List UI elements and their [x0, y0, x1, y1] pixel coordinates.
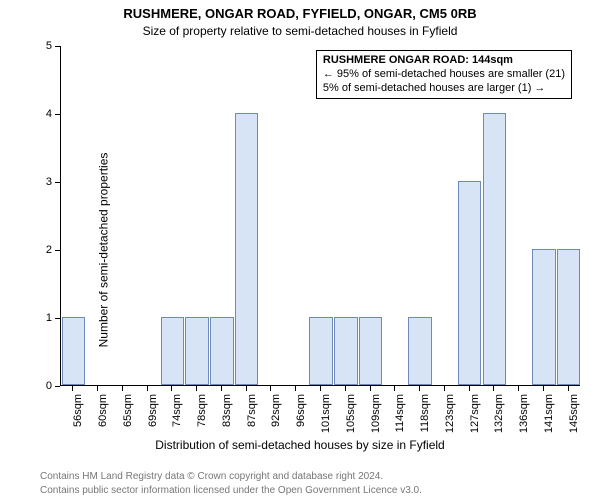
x-tick-label: 92sqm	[270, 394, 282, 494]
x-tick-mark	[246, 386, 247, 391]
x-tick-label: 60sqm	[97, 394, 109, 494]
x-tick-mark	[221, 386, 222, 391]
x-tick-label: 65sqm	[122, 394, 134, 494]
x-tick-label: 69sqm	[147, 394, 159, 494]
x-tick-label: 83sqm	[221, 394, 233, 494]
x-tick-mark	[493, 386, 494, 391]
x-tick-mark	[469, 386, 470, 391]
bar	[235, 113, 259, 385]
x-tick-label: 127sqm	[469, 394, 481, 494]
x-tick-label: 101sqm	[320, 394, 332, 494]
y-tick-mark	[55, 114, 60, 115]
bar	[62, 317, 86, 385]
x-tick-label: 132sqm	[493, 394, 505, 494]
x-tick-label: 118sqm	[419, 394, 431, 494]
x-tick-mark	[370, 386, 371, 391]
x-tick-mark	[72, 386, 73, 391]
y-tick-label: 0	[30, 380, 52, 392]
x-tick-mark	[419, 386, 420, 391]
x-tick-label: 96sqm	[295, 394, 307, 494]
bar	[408, 317, 432, 385]
chart-title-sub: Size of property relative to semi-detach…	[0, 24, 600, 38]
bar	[359, 317, 383, 385]
x-tick-label: 114sqm	[394, 394, 406, 494]
bar	[458, 181, 482, 385]
bar	[334, 317, 358, 385]
chart-title-main: RUSHMERE, ONGAR ROAD, FYFIELD, ONGAR, CM…	[0, 6, 600, 21]
x-tick-label: 56sqm	[72, 394, 84, 494]
x-tick-mark	[295, 386, 296, 391]
x-tick-mark	[270, 386, 271, 391]
x-tick-mark	[97, 386, 98, 391]
y-tick-mark	[55, 250, 60, 251]
bar	[210, 317, 234, 385]
x-tick-label: 87sqm	[246, 394, 258, 494]
x-tick-mark	[147, 386, 148, 391]
bar	[557, 249, 581, 385]
x-tick-mark	[196, 386, 197, 391]
y-tick-label: 1	[30, 312, 52, 324]
x-tick-label: 78sqm	[196, 394, 208, 494]
x-tick-label: 136sqm	[518, 394, 530, 494]
x-tick-mark	[394, 386, 395, 391]
x-tick-label: 74sqm	[171, 394, 183, 494]
bar	[483, 113, 507, 385]
bar	[185, 317, 209, 385]
y-tick-label: 5	[30, 40, 52, 52]
y-tick-mark	[55, 182, 60, 183]
x-tick-label: 141sqm	[543, 394, 555, 494]
bar	[532, 249, 556, 385]
x-tick-mark	[543, 386, 544, 391]
x-tick-label: 105sqm	[345, 394, 357, 494]
info-line-1: RUSHMERE ONGAR ROAD: 144sqm	[323, 54, 565, 68]
x-tick-mark	[345, 386, 346, 391]
y-tick-mark	[55, 386, 60, 387]
y-tick-label: 3	[30, 176, 52, 188]
chart-container: { "title_main": "RUSHMERE, ONGAR ROAD, F…	[0, 0, 600, 500]
info-box: RUSHMERE ONGAR ROAD: 144sqm ← 95% of sem…	[316, 50, 572, 99]
y-tick-label: 2	[30, 244, 52, 256]
plot-area: RUSHMERE ONGAR ROAD: 144sqm ← 95% of sem…	[60, 46, 580, 386]
y-tick-mark	[55, 46, 60, 47]
info-line-3: 5% of semi-detached houses are larger (1…	[323, 82, 565, 96]
x-tick-mark	[122, 386, 123, 391]
x-tick-mark	[171, 386, 172, 391]
bar	[309, 317, 333, 385]
x-tick-label: 145sqm	[568, 394, 580, 494]
x-tick-label: 123sqm	[444, 394, 456, 494]
x-tick-mark	[444, 386, 445, 391]
x-tick-mark	[568, 386, 569, 391]
x-tick-mark	[518, 386, 519, 391]
bar	[161, 317, 185, 385]
x-tick-mark	[320, 386, 321, 391]
x-tick-label: 109sqm	[370, 394, 382, 494]
info-line-2: ← 95% of semi-detached houses are smalle…	[323, 68, 565, 82]
y-tick-label: 4	[30, 108, 52, 120]
y-tick-mark	[55, 318, 60, 319]
